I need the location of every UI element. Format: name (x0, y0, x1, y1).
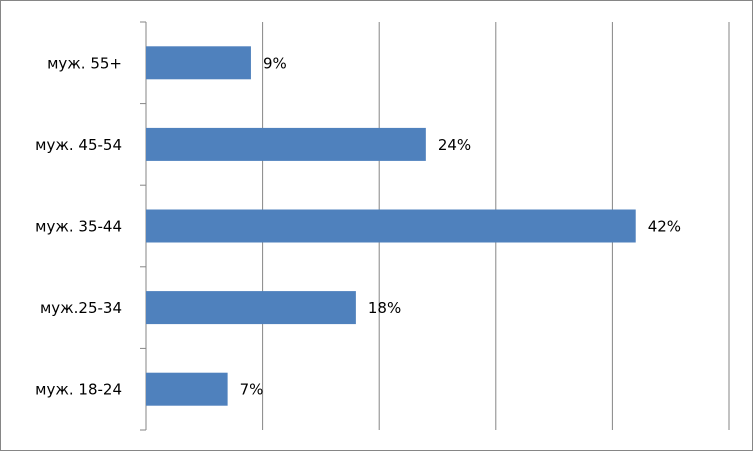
data-label: 9% (263, 54, 287, 72)
y-tick-label: муж. 45-54 (35, 136, 122, 154)
y-tick-label: муж. 55+ (47, 54, 122, 72)
y-tick-label: муж. 18-24 (35, 381, 122, 399)
data-label: 42% (648, 218, 681, 236)
data-label: 7% (240, 381, 264, 399)
data-label: 24% (438, 136, 471, 154)
bar (146, 291, 356, 325)
bar (146, 127, 426, 161)
bar (146, 372, 228, 406)
bar (146, 209, 636, 243)
y-tick-label: муж. 35-44 (35, 218, 122, 236)
data-label: 18% (368, 299, 401, 317)
bar (146, 46, 251, 80)
y-tick-label: муж.25-34 (40, 299, 122, 317)
